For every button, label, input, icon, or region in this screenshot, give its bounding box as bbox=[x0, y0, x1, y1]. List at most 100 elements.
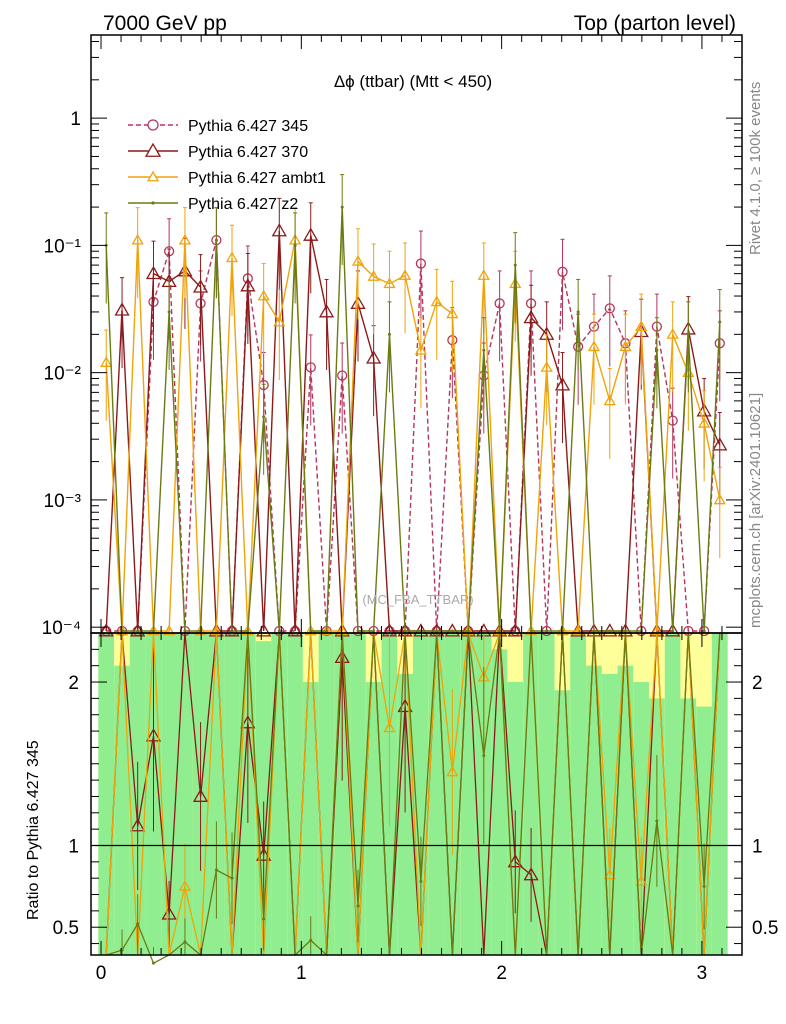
band-green bbox=[538, 633, 555, 955]
data-point bbox=[356, 629, 360, 633]
y-tick-label: 10⁻² bbox=[44, 364, 82, 385]
data-point bbox=[482, 348, 486, 352]
analysis-watermark: (MC_FBA_TTBAR) bbox=[362, 592, 473, 607]
data-point bbox=[225, 251, 239, 263]
data-point bbox=[718, 320, 722, 324]
ratio-point bbox=[702, 884, 706, 888]
data-point bbox=[257, 289, 270, 301]
data-point bbox=[466, 629, 470, 633]
legend-label: Pythia 6.427 345 bbox=[188, 118, 308, 135]
band-green bbox=[617, 665, 634, 955]
band-green bbox=[554, 690, 571, 955]
band-green bbox=[680, 698, 697, 955]
data-point bbox=[592, 629, 596, 633]
data-point bbox=[277, 629, 281, 633]
header-right: Top (parton level) bbox=[574, 12, 736, 35]
series-line bbox=[105, 207, 721, 632]
data-point bbox=[309, 629, 313, 633]
ratio-point bbox=[262, 917, 266, 921]
ratio-series-group bbox=[105, 632, 721, 965]
data-point bbox=[337, 370, 348, 381]
ratio-line bbox=[106, 632, 721, 965]
series-line bbox=[106, 239, 721, 632]
data-point bbox=[183, 629, 187, 633]
data-point bbox=[540, 361, 553, 372]
band-green bbox=[365, 682, 382, 955]
band-green bbox=[302, 682, 319, 955]
ratio-point bbox=[183, 940, 187, 944]
data-point bbox=[430, 295, 443, 307]
data-point bbox=[415, 258, 427, 269]
legend: Pythia 6.427 345 Pythia 6.427 370 Pythia 6… bbox=[128, 118, 326, 213]
data-point bbox=[603, 394, 616, 406]
plot-title: Δϕ (ttbar) (Mtt < 450) bbox=[334, 72, 492, 91]
data-point bbox=[305, 362, 316, 373]
ratio-point bbox=[192, 788, 209, 802]
band-green bbox=[287, 633, 304, 955]
data-point bbox=[100, 356, 113, 367]
data-point bbox=[351, 254, 365, 266]
y-tick-label: 10⁻⁴ bbox=[42, 618, 81, 639]
data-point bbox=[367, 270, 380, 281]
x-tick-label: 0 bbox=[96, 963, 107, 984]
legend-marker bbox=[151, 201, 155, 205]
data-point bbox=[623, 629, 627, 633]
band-green bbox=[318, 633, 335, 955]
band-green bbox=[586, 665, 602, 955]
data-point bbox=[262, 415, 266, 419]
data-point bbox=[477, 269, 490, 280]
data-point bbox=[587, 340, 601, 352]
data-point bbox=[403, 629, 407, 633]
series-line bbox=[105, 239, 721, 632]
legend-marker bbox=[147, 119, 159, 131]
data-point bbox=[366, 350, 382, 364]
data-point bbox=[136, 629, 140, 633]
ratio-ylabel: Ratio to Pythia 6.427 345 bbox=[25, 740, 42, 920]
data-point bbox=[398, 269, 412, 280]
data-point bbox=[325, 629, 329, 633]
ratio-point bbox=[130, 818, 146, 832]
ratio-y-tick-label-right: 2 bbox=[752, 673, 763, 694]
data-point bbox=[145, 265, 162, 280]
data-point bbox=[576, 310, 580, 314]
data-point bbox=[712, 437, 728, 451]
band-green bbox=[98, 633, 115, 955]
ratio-point bbox=[145, 728, 162, 742]
data-point bbox=[303, 227, 319, 241]
data-point bbox=[178, 233, 192, 245]
legend-label: Pythia 6.427 z2 bbox=[188, 196, 298, 213]
data-point bbox=[114, 302, 130, 316]
ratio-point bbox=[136, 922, 140, 926]
data-point bbox=[372, 629, 376, 633]
data-point bbox=[271, 223, 287, 237]
data-point bbox=[450, 629, 454, 633]
data-point bbox=[256, 623, 272, 637]
data-point bbox=[162, 624, 176, 636]
ratio-frame bbox=[90, 632, 743, 956]
band-green bbox=[711, 633, 728, 955]
ratio-y-tick-label-left: 1 bbox=[68, 836, 79, 857]
data-point bbox=[619, 340, 632, 352]
band-green bbox=[271, 633, 288, 955]
ratio-point bbox=[178, 880, 192, 891]
x-tick-label: 1 bbox=[296, 963, 307, 984]
legend-marker bbox=[146, 170, 160, 182]
legend-label: Pythia 6.427 ambt1 bbox=[188, 170, 326, 187]
ratio-point bbox=[507, 854, 523, 868]
data-point bbox=[513, 263, 517, 267]
ratio-point bbox=[655, 819, 659, 823]
ratio-point bbox=[334, 649, 350, 664]
data-point bbox=[523, 309, 539, 324]
data-point bbox=[545, 629, 549, 633]
mcplots-label: mcplots.cern.ch [arXiv:2401.10621] bbox=[747, 393, 764, 628]
band-green bbox=[696, 706, 713, 955]
ratio-point bbox=[482, 754, 486, 758]
data-point bbox=[572, 624, 585, 636]
data-point bbox=[494, 298, 505, 309]
band-green bbox=[570, 633, 587, 955]
data-point bbox=[224, 623, 240, 637]
data-point bbox=[698, 416, 711, 428]
ratio-point bbox=[383, 721, 396, 733]
data-point bbox=[655, 348, 659, 352]
